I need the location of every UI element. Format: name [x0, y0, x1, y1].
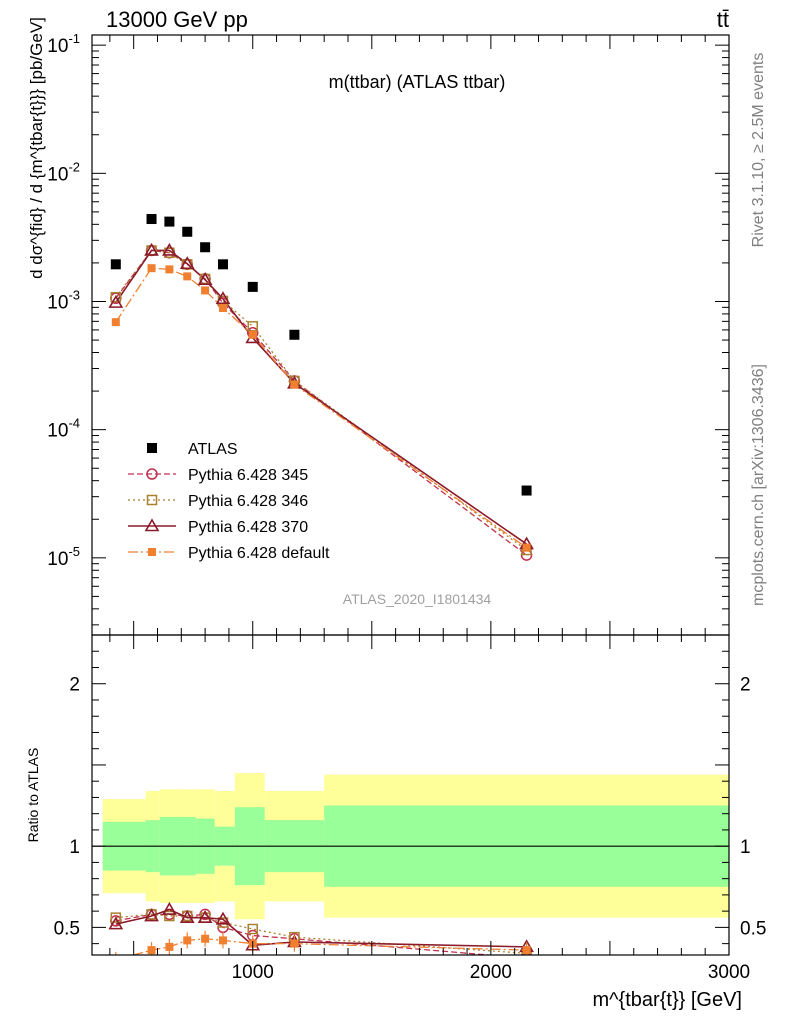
- marker-data: [217, 259, 228, 270]
- axes-frame: 10-1 10-2 10-3 10-4 10-5 1000 2000 3000 0.5 0.5 1 1…: [47, 31, 766, 983]
- source-label: mcplots.cern.ch [arXiv:1306.3436]: [750, 364, 767, 606]
- legend-marker-pdefault: [148, 548, 156, 556]
- legend-item-pdefault: Pythia 6.428 default: [128, 545, 330, 562]
- marker-data: [247, 281, 258, 292]
- marker-data: [289, 329, 300, 340]
- x-tick-label: 2000: [470, 962, 512, 983]
- marker-data: [146, 214, 157, 225]
- main-panel: [108, 214, 534, 561]
- ratio-y-tick-label-right: 0.5: [740, 918, 766, 939]
- x-tick-label: 3000: [708, 962, 750, 983]
- main-y-tick-label: 10-2: [47, 159, 80, 185]
- ratio-y-tick-label-right: 2: [740, 675, 751, 696]
- legend-label: Pythia 6.428 345: [188, 467, 308, 484]
- marker-p370: [162, 242, 177, 256]
- marker-data: [521, 485, 532, 496]
- marker-data: [200, 242, 211, 253]
- marker-pdefault: [290, 380, 299, 389]
- main-y-tick-label: 10-4: [47, 416, 80, 442]
- ratio-y-tick-label-right: 1: [740, 837, 751, 858]
- ratio-y-tick-label: 0.5: [54, 918, 80, 939]
- ratio-marker-pdefault: [201, 934, 210, 943]
- ratio-marker-p370: [162, 901, 177, 915]
- legend-marker-p346: [146, 494, 158, 506]
- ratio-marker-pdefault: [522, 946, 531, 955]
- marker-pdefault: [111, 318, 120, 327]
- ratio-panel: [92, 773, 729, 964]
- ratio-marker-p346: [247, 923, 258, 935]
- marker-data: [164, 216, 175, 227]
- ratio-marker-p370: [215, 911, 231, 925]
- ratio-marker-p370: [108, 916, 124, 930]
- beam-label: 13000 GeV pp: [106, 7, 248, 32]
- ratio-marker-pdefault: [165, 942, 174, 951]
- marker-p346: [110, 291, 122, 303]
- process-label: tt̄: [717, 7, 729, 32]
- ratio-marker-pdefault: [147, 946, 156, 955]
- ratio-y-tick-label: 2: [69, 675, 80, 696]
- main-y-tick-label: 10-1: [47, 31, 80, 57]
- marker-pdefault: [165, 265, 174, 274]
- marker-pdefault: [201, 286, 210, 295]
- legend-marker-p370: [144, 518, 160, 532]
- marker-p370: [108, 295, 124, 308]
- ratio-line-p345: [115, 913, 496, 955]
- marker-data: [110, 259, 121, 270]
- marker-pdefault: [183, 272, 192, 281]
- marker-p370: [197, 272, 213, 285]
- ratio-marker-p370: [179, 910, 195, 923]
- legend-label: Pythia 6.428 default: [188, 545, 330, 562]
- ratio-marker-p346: [164, 910, 175, 922]
- series-line-p370: [115, 249, 528, 545]
- ratio-marker-p370: [144, 908, 159, 922]
- ratio-marker-pdefault: [290, 939, 299, 948]
- ratio-marker-pdefault: [112, 956, 120, 964]
- marker-pdefault: [522, 543, 531, 552]
- ratio-line-p346: [115, 913, 527, 955]
- marker-pdefault: [218, 303, 227, 312]
- marker-p370: [179, 256, 195, 270]
- main-plot-area: [108, 214, 534, 561]
- plot-title: m(ttbar) (ATLAS ttbar): [329, 72, 506, 92]
- legend-item-p370: Pythia 6.428 370: [128, 518, 308, 536]
- ratio-plot-area: [92, 773, 729, 964]
- legend-label: Pythia 6.428 346: [188, 493, 308, 510]
- ratio-marker-p346: [110, 912, 122, 923]
- ratio-marker-pdefault: [183, 936, 192, 945]
- ratio-y-tick-label: 1: [69, 837, 80, 858]
- ratio-y-axis-label: Ratio to ATLAS: [25, 748, 41, 843]
- marker-p370: [144, 242, 159, 256]
- legend-label: ATLAS: [188, 441, 238, 458]
- rivet-version: Rivet 3.1.10, ≥ 2.5M events: [750, 53, 767, 248]
- marker-pdefault: [147, 264, 156, 273]
- main-y-tick-label: 10-3: [47, 287, 80, 313]
- ratio-marker-p370: [197, 910, 213, 923]
- main-y-axis-label: d dσ^{fid} / d {m^{tbar{t}}} [pb/GeV]: [27, 17, 46, 279]
- main-y-tick-label: 10-5: [47, 544, 80, 570]
- marker-p370: [215, 291, 231, 305]
- analysis-id: ATLAS_2020_I1801434: [343, 591, 492, 607]
- legend-marker-p345: [146, 468, 158, 480]
- legend-item-data: ATLAS: [147, 441, 238, 458]
- legend: ATLAS Pythia 6.428 345 Pythia 6.428 346 Pyt…: [128, 441, 330, 562]
- ratio-marker-pdefault: [218, 936, 227, 945]
- marker-pdefault: [248, 330, 257, 339]
- legend-item-p346: Pythia 6.428 346: [128, 493, 308, 510]
- ratio-frame: [91, 634, 730, 956]
- x-tick-label: 1000: [232, 962, 274, 983]
- series-line-pdefault: [115, 267, 527, 549]
- x-axis-label: m^{tbar{t}} [GeV]: [593, 989, 742, 1011]
- legend-marker-data: [147, 443, 157, 453]
- marker-data: [182, 226, 193, 237]
- legend-item-p345: Pythia 6.428 345: [128, 467, 308, 484]
- legend-label: Pythia 6.428 370: [188, 519, 308, 536]
